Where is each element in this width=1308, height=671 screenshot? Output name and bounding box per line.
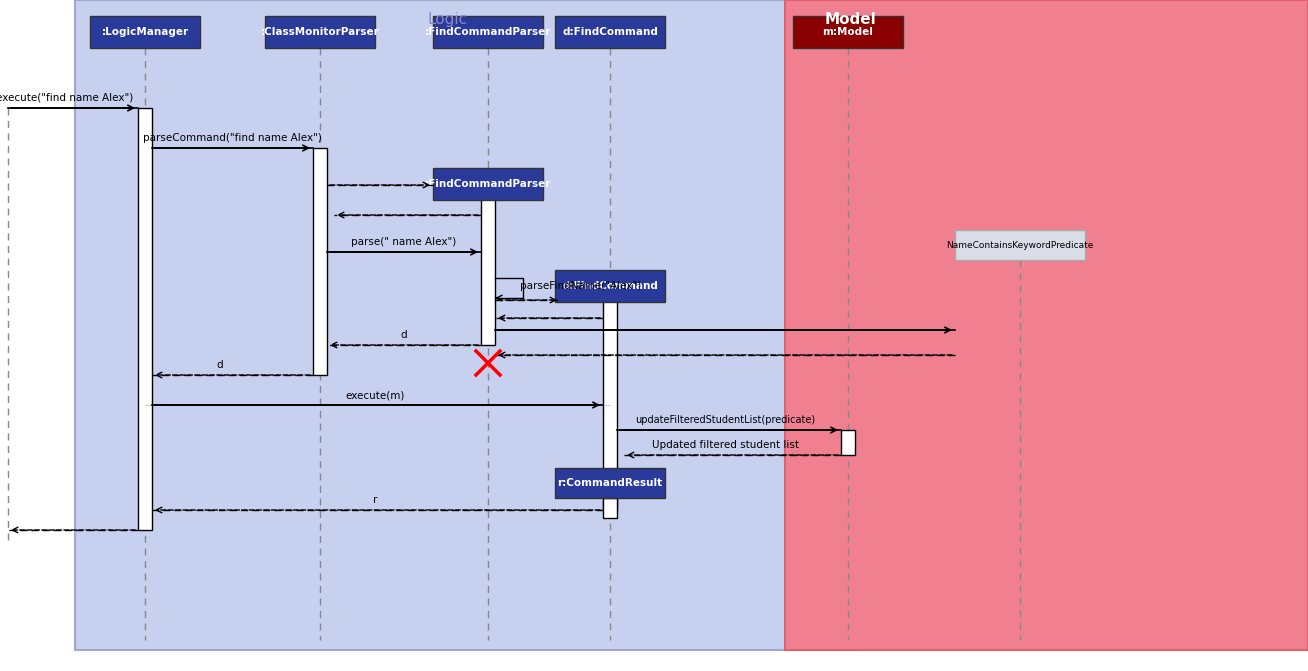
Bar [603, 498, 617, 518]
Bar [785, 0, 1308, 650]
Bar [555, 468, 664, 498]
Bar [841, 430, 855, 455]
Bar [266, 16, 375, 48]
Text: d:FindCommand: d:FindCommand [562, 281, 658, 291]
Text: m:Model: m:Model [823, 27, 874, 37]
Bar [481, 190, 494, 345]
Text: parseFindName("Alex"): parseFindName("Alex") [521, 281, 641, 291]
Bar [75, 0, 859, 650]
Bar [555, 16, 664, 48]
Text: r:CommandResult: r:CommandResult [557, 478, 663, 488]
Bar [313, 148, 327, 375]
Bar [433, 16, 543, 48]
Text: execute(m): execute(m) [345, 390, 404, 400]
Bar [555, 270, 664, 302]
Text: r: r [373, 495, 377, 505]
Text: :LogicManager: :LogicManager [102, 27, 188, 37]
Bar [139, 108, 152, 530]
Text: execute("find name Alex"): execute("find name Alex") [0, 93, 133, 103]
Text: updateFilteredStudentList(predicate): updateFilteredStudentList(predicate) [634, 415, 815, 425]
Text: parse(" name Alex"): parse(" name Alex") [352, 237, 456, 247]
Bar [793, 16, 903, 48]
Text: Updated filtered student list: Updated filtered student list [651, 440, 798, 450]
Text: d:FindCommand: d:FindCommand [562, 27, 658, 37]
Text: :FindCommandParser: :FindCommandParser [425, 179, 551, 189]
Text: Logic: Logic [428, 12, 468, 27]
Bar [433, 168, 543, 200]
Text: :ClassMonitorParser: :ClassMonitorParser [260, 27, 379, 37]
Text: d: d [400, 330, 407, 340]
Text: NameContainsKeywordPredicate: NameContainsKeywordPredicate [946, 240, 1093, 250]
Bar [955, 230, 1086, 260]
Bar [603, 300, 617, 510]
Text: d: d [217, 360, 224, 370]
Text: Model: Model [824, 12, 876, 27]
Bar [90, 16, 200, 48]
Text: parseCommand("find name Alex"): parseCommand("find name Alex") [143, 133, 322, 143]
Text: :FindCommandParser: :FindCommandParser [425, 27, 551, 37]
